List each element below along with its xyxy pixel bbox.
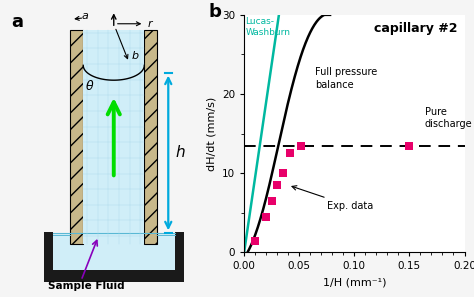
- Text: b: b: [131, 51, 138, 61]
- Point: [298, 143, 305, 148]
- Text: capillary #2: capillary #2: [374, 22, 458, 35]
- Text: h: h: [176, 146, 185, 160]
- Bar: [70, 30, 83, 244]
- Bar: [83, 30, 144, 244]
- Bar: [144, 30, 157, 244]
- Point: [406, 143, 413, 148]
- Bar: [44, 270, 183, 282]
- Y-axis label: dH/dt (mm/s): dH/dt (mm/s): [206, 97, 217, 171]
- Bar: [175, 232, 183, 282]
- Text: Lucas-
Washburn: Lucas- Washburn: [245, 17, 290, 37]
- Point: [251, 238, 259, 243]
- Text: b: b: [209, 3, 222, 21]
- Point: [273, 183, 281, 187]
- Point: [287, 151, 294, 156]
- Point: [263, 214, 270, 219]
- Bar: [44, 232, 53, 282]
- X-axis label: 1/H (mm⁻¹): 1/H (mm⁻¹): [323, 277, 386, 287]
- Text: Pure
discharge: Pure discharge: [425, 107, 473, 129]
- Point: [268, 199, 275, 203]
- Bar: [53, 233, 175, 270]
- Point: [279, 171, 286, 176]
- Text: Exp. data: Exp. data: [292, 186, 373, 211]
- Text: r: r: [147, 19, 152, 29]
- Text: a: a: [81, 11, 88, 21]
- Text: Full pressure
balance: Full pressure balance: [315, 67, 377, 89]
- Text: $\theta$: $\theta$: [85, 79, 95, 93]
- Text: a: a: [11, 13, 23, 31]
- Text: Sample Fluid: Sample Fluid: [48, 281, 125, 291]
